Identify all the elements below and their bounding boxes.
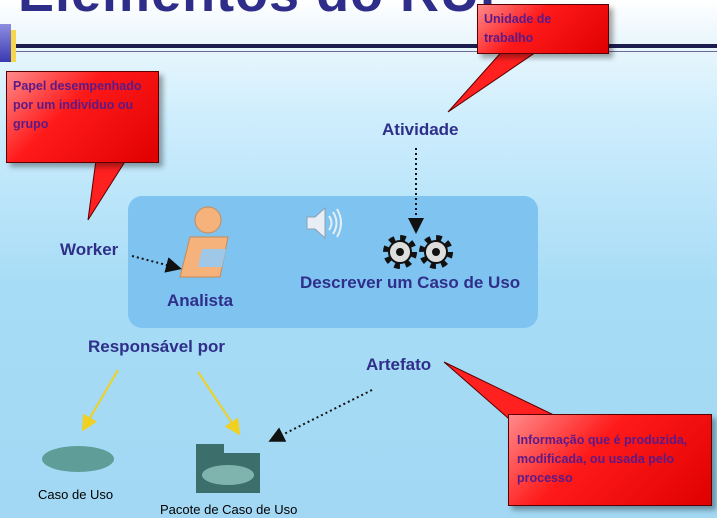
title-rule-thin bbox=[0, 51, 717, 52]
title-accent-yellow bbox=[11, 30, 16, 62]
folder-package-icon bbox=[196, 444, 260, 493]
callout-papel-text: Papel desempenhado por um indivíduo ou g… bbox=[13, 79, 142, 131]
slide-title: Elementos do RUP bbox=[18, 0, 517, 24]
label-responsavel-por: Responsável por bbox=[88, 337, 225, 356]
worker-person-icon bbox=[179, 206, 229, 278]
gears-icon bbox=[383, 235, 453, 269]
label-atividade: Atividade bbox=[382, 120, 459, 139]
arrow-artefato-to-pacote bbox=[268, 389, 373, 442]
callout-unidade-text: Unidade de trabalho bbox=[484, 12, 552, 45]
label-caso-de-uso: Caso de Uso bbox=[38, 487, 114, 502]
label-analista: Analista bbox=[167, 291, 234, 310]
speaker-icon bbox=[306, 206, 342, 240]
arrow-responsavel-to-caso bbox=[81, 369, 119, 432]
callout-informacao-text: Informação que é produzida, modificada, … bbox=[517, 433, 688, 485]
label-descrever-caso-de-uso: Descrever um Caso de Uso bbox=[300, 273, 521, 292]
arrow-worker-to-analista bbox=[131, 255, 182, 273]
arrow-responsavel-to-pacote bbox=[197, 371, 241, 436]
callout-informacao: Informação que é produzida, modificada, … bbox=[508, 414, 712, 506]
title-rule bbox=[0, 44, 717, 48]
label-pacote-caso-de-uso: Pacote de Caso de Uso bbox=[160, 502, 298, 517]
label-worker: Worker bbox=[60, 240, 119, 259]
use-case-ellipse-icon bbox=[42, 446, 114, 472]
callout-papel: Papel desempenhado por um indivíduo ou g… bbox=[6, 71, 159, 163]
title-accent bbox=[0, 24, 11, 62]
callout-unidade: Unidade de trabalho bbox=[477, 4, 609, 54]
label-artefato: Artefato bbox=[366, 355, 432, 374]
